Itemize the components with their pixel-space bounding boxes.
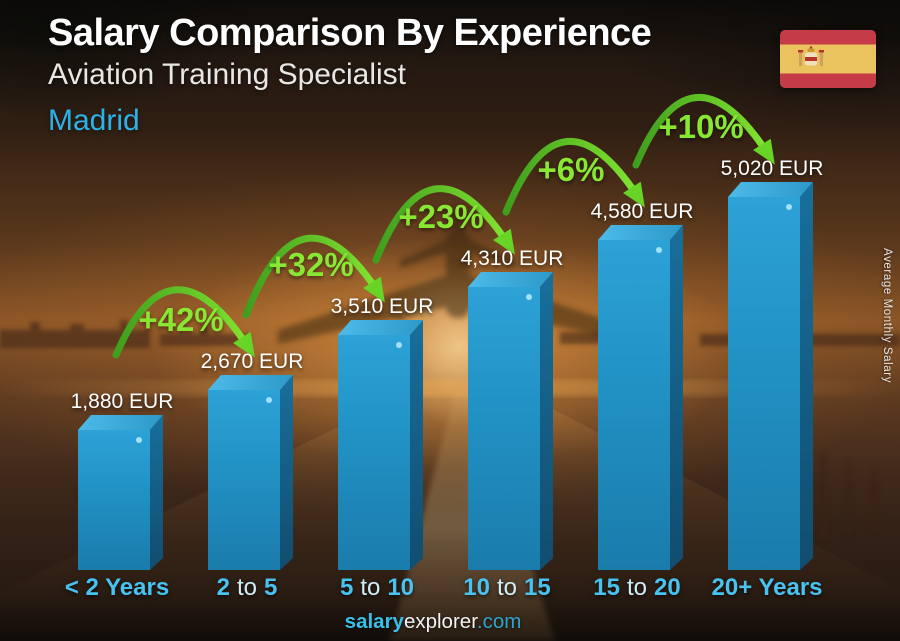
growth-arrow	[502, 138, 645, 216]
category-to-text: to	[360, 574, 381, 601]
bar	[78, 415, 163, 570]
bar	[598, 225, 683, 570]
job-title: Aviation Training Specialist	[48, 58, 406, 91]
percent-change-label: +23%	[398, 198, 484, 235]
bar-value-label: 5,020 EUR	[720, 157, 824, 180]
spain-flag-graphic	[780, 30, 876, 88]
site-watermark: salaryexplorer.com	[345, 610, 522, 634]
growth-arrow	[632, 94, 775, 169]
category-text: 10	[387, 574, 415, 601]
watermark-salary: salary	[344, 610, 404, 633]
watermark-domain: .com	[476, 610, 522, 633]
percent-change-label: +6%	[537, 151, 605, 188]
bar	[468, 272, 553, 570]
category-text: < 2 Years	[64, 574, 170, 601]
arrowhead-icon	[753, 138, 775, 165]
arrowhead-icon	[233, 331, 255, 358]
category-text: 20+ Years	[711, 574, 823, 601]
category-text: 10	[463, 574, 490, 601]
bar-category-label: < 2 Years	[65, 574, 169, 602]
bar-category-label: 10 to 15	[463, 574, 550, 602]
arrowhead-icon	[493, 228, 515, 255]
percent-change-label: +32%	[268, 246, 354, 283]
spain-coat-of-arms	[798, 46, 824, 66]
bar	[338, 320, 423, 570]
category-text: 15	[524, 574, 551, 601]
bar	[208, 375, 293, 570]
city-label: Madrid	[48, 104, 140, 137]
bar-value-label: 4,310 EUR	[460, 247, 564, 270]
category-text: 20	[654, 574, 681, 601]
page-title: Salary Comparison By Experience	[48, 12, 652, 54]
bar-value-label: 2,670 EUR	[200, 350, 304, 373]
percent-change-label: +42%	[138, 301, 224, 338]
bar-value-label: 3,510 EUR	[330, 295, 434, 318]
growth-arrow	[372, 185, 515, 264]
category-text: 5	[264, 574, 278, 601]
bar	[728, 182, 813, 570]
watermark-explorer: explorer	[403, 610, 477, 633]
bar-category-label: 2 to 5	[217, 574, 278, 602]
category-to-text: to	[496, 574, 518, 601]
arrowhead-icon	[623, 181, 645, 208]
bar-value-label: 4,580 EUR	[590, 200, 694, 223]
bar-category-label: 5 to 10	[340, 574, 414, 602]
category-text: 5	[339, 574, 354, 601]
percent-change-label: +10%	[658, 108, 744, 145]
bar-category-label: 20+ Years	[711, 574, 822, 602]
average-monthly-salary-label: Average Monthly Salary	[881, 248, 893, 384]
growth-arrow	[112, 286, 255, 359]
bars-layer	[78, 182, 813, 570]
bar-value-label: 1,880 EUR	[70, 390, 174, 413]
growth-arrow	[242, 234, 385, 319]
category-to-text: to	[236, 574, 258, 601]
arrowhead-icon	[363, 276, 385, 303]
arrows-layer	[112, 94, 775, 359]
category-to-text: to	[626, 574, 648, 601]
category-text: 15	[593, 574, 620, 601]
bar-category-label: 15 to 20	[593, 574, 680, 602]
spain-flag	[780, 30, 876, 88]
category-text: 2	[216, 574, 230, 601]
